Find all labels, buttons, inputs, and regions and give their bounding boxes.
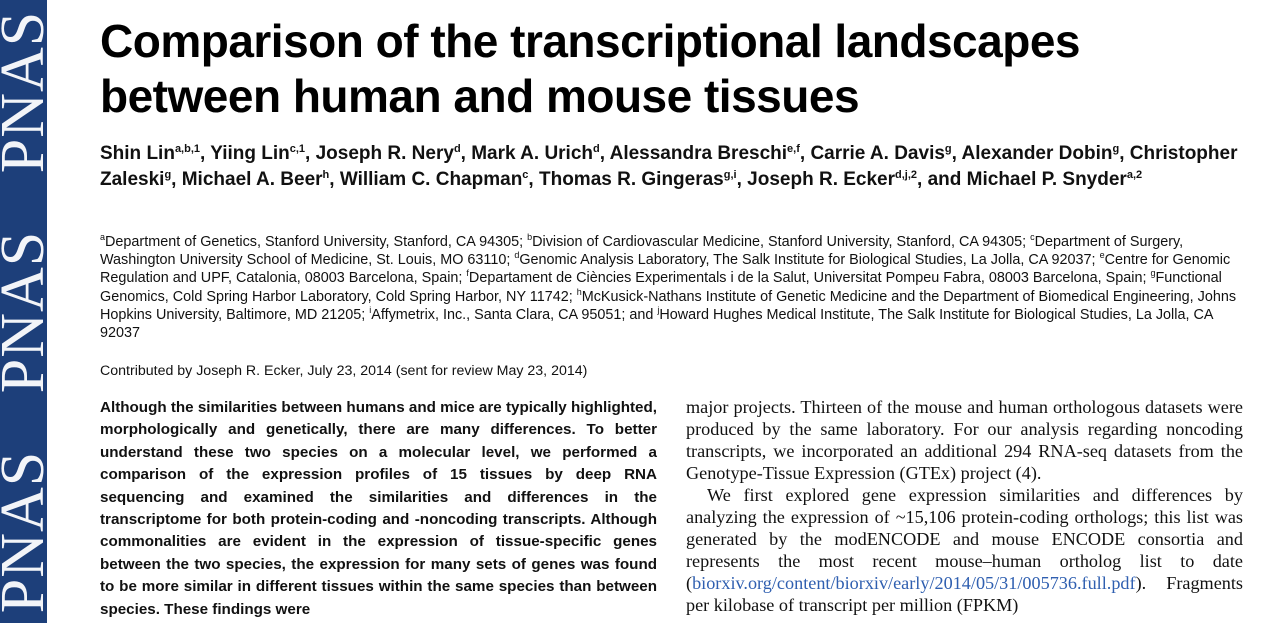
affiliation-text: Department of Genetics, Stanford Univers… [105,234,528,250]
author: Alessandra Breschie,f, [610,143,811,164]
author: Joseph R. Eckerd,j,2, [747,169,927,190]
affiliation-text: Departament de Ciències Experimentals i … [468,270,1151,287]
author-separator: , [1119,143,1130,164]
author-name: Carrie A. Davis [810,143,945,164]
affiliation-text: Genomic Analysis Laboratory, The Salk In… [519,252,1100,269]
author: Mark A. Urichd, [471,143,609,164]
author-affiliation-marker: a,2 [1126,168,1143,181]
author-separator: , [528,168,539,190]
author-affiliation-marker: c [522,168,529,181]
author-separator: , [329,168,340,190]
author-name: Joseph R. Nery [315,143,454,164]
affiliation-marker: h [576,286,582,297]
affiliation-text: Division of Cardiovascular Medicine, Sta… [532,234,1031,250]
author-affiliation-marker: g [944,143,952,155]
author-name: Christopher Zaleski [100,143,1238,190]
author-affiliation-marker: d [593,143,600,155]
author-affiliation-marker: e,f [787,143,800,155]
affiliations: aDepartment of Genetics, Stanford Univer… [100,233,1250,342]
author-name: Alexander Dobin [961,143,1113,164]
author-affiliation-marker: g [164,168,172,181]
affiliation-text: Howard Hughes Medical Institute, The Sal… [100,306,1213,342]
author: Thomas R. Gingerasg,i, [539,169,747,190]
author-separator: , [200,143,211,164]
author-separator: , [736,168,748,190]
affiliation-marker: i [369,304,372,315]
affiliation-text: Department of Surgery, Washington Univer… [100,234,1184,269]
author-affiliation-marker: h [322,168,330,181]
significance-abstract: Although the similarities between humans… [100,399,657,618]
author-affiliation-marker: d,j,2 [895,168,918,181]
affiliation-marker: b [527,232,533,242]
author-affiliation-marker: g [1112,143,1120,155]
author: Michael A. Beerh, [182,169,340,190]
author-affiliation-marker: g,i [723,168,737,181]
author-affiliation-marker: a,b,1 [174,143,201,155]
affiliation-marker: g [1150,268,1156,279]
author-list: Shin Lina,b,1, Yiing Linc,1, Joseph R. N… [100,141,1250,192]
author: Carrie A. Davisg, [810,143,961,164]
author-name: Mark A. Urich [471,143,594,164]
author-separator: , [599,143,610,164]
pnas-watermark-text: PNAS [0,10,47,174]
author-name: Yiing Lin [210,143,290,164]
author-separator: , [305,143,316,164]
author: Alexander Dobing, [962,143,1130,164]
author-affiliation-marker: d [453,143,461,155]
contribution-note: Contributed by Joseph R. Ecker, July 23,… [100,363,588,379]
author-separator: , [951,143,962,164]
pnas-sidebar-banner: PNAS PNAS PNAS [0,0,47,623]
affiliation-marker: c [1030,232,1035,242]
affiliation-text: Centre for Genomic Regulation and UPF, C… [100,252,1231,287]
author: William C. Chapmanc, [340,169,539,190]
affiliation-marker: j [657,304,660,315]
author: Yiing Linc,1, [210,143,315,164]
author-name: William C. Chapman [339,168,523,190]
affiliation-marker: d [514,250,520,261]
affiliation-text: Affymetrix, Inc., Santa Clara, CA 95051;… [371,306,658,323]
pnas-watermark-text: PNAS [0,450,47,614]
author-separator: , [460,143,472,164]
author-name: Shin Lin [100,143,175,164]
pnas-watermark-text: PNAS [0,230,47,394]
author-name: Joseph R. Ecker [747,168,896,190]
author-name: Michael A. Beer [181,168,323,190]
body-text: ). Fragments per kilobase of transcript … [686,573,1243,615]
affiliation-marker: f [466,268,469,279]
author-separator: , [799,143,811,164]
body-text: We first explored gene expression simila… [686,485,1243,593]
body-text-column: major projects. Thirteen of the mouse an… [686,396,1243,616]
author: Shin Lina,b,1, [100,143,210,164]
author-separator: , [171,168,182,190]
author-name: Thomas R. Gingeras [538,168,724,190]
author-name: Alessandra Breschi [609,143,788,164]
author: and Michael P. Snydera,2 [928,169,1143,190]
article-title: Comparison of the transcriptional landsc… [100,15,1080,122]
author-separator: , [917,168,928,190]
affiliation-marker: e [1099,250,1105,261]
body-paragraph: major projects. Thirteen of the mouse an… [686,397,1243,483]
body-paragraph: We first explored gene expression simila… [686,484,1243,616]
affiliation-text: McKusick-Nathans Institute of Genetic Me… [100,288,1237,323]
author: Christopher Zaleskig, [100,143,1237,190]
biorxiv-link[interactable]: biorxiv.org/content/biorxiv/early/2014/0… [692,573,1136,593]
affiliation-text: Functional Genomics, Cold Spring Harbor … [100,270,1222,305]
author-affiliation-marker: c,1 [289,143,306,155]
affiliation-marker: a [100,232,106,242]
author-name: and Michael P. Snyder [927,168,1127,190]
author: Joseph R. Neryd, [316,143,472,164]
